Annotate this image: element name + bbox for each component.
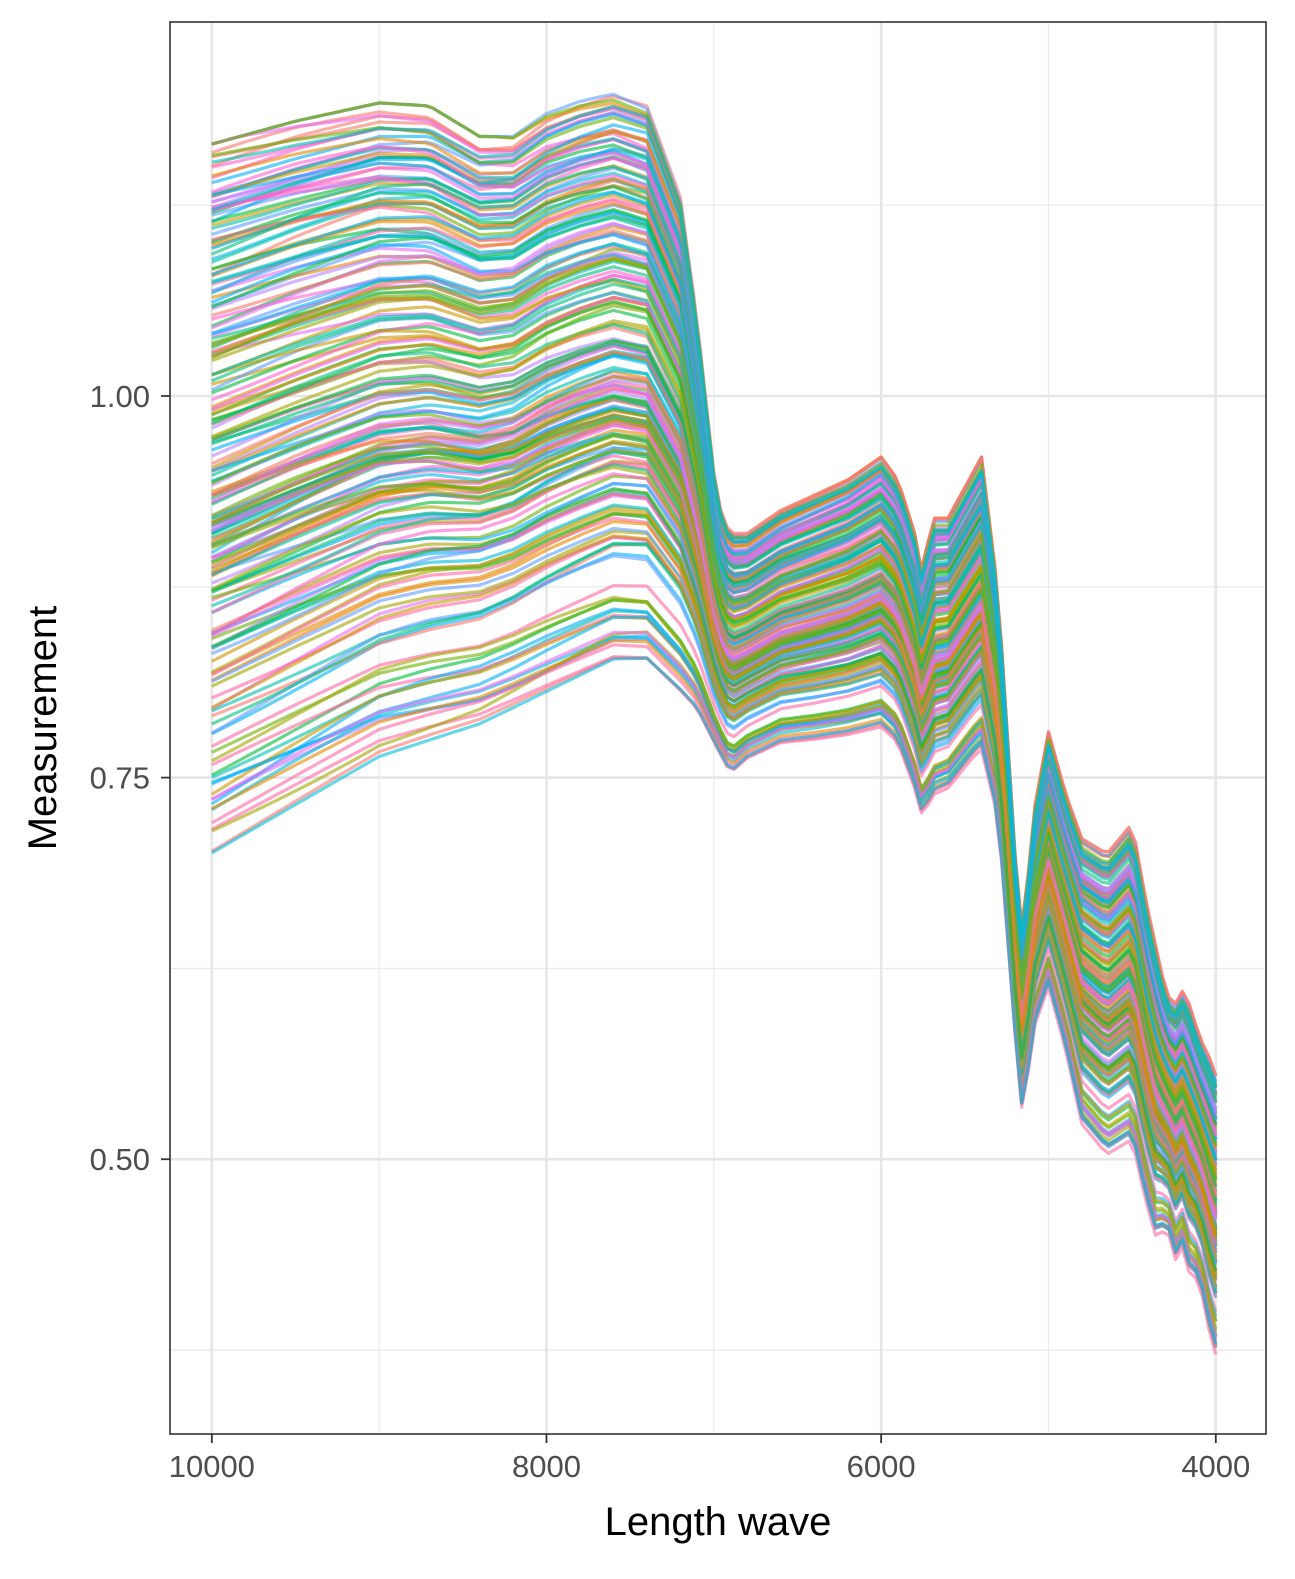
series-line (211, 534, 1218, 1288)
series-line (211, 409, 1218, 1237)
x-tick-label: 4000 (1181, 1449, 1250, 1484)
series-line (211, 319, 1218, 1179)
axes: 10000 8000 6000 4000 0.50 0.75 1.00 (90, 379, 1251, 1484)
series-line (211, 190, 1218, 1121)
x-tick-label: 6000 (847, 1449, 916, 1484)
x-tick-label: 10000 (169, 1449, 255, 1484)
y-tick-label: 0.75 (90, 761, 150, 796)
series-lines (210, 92, 1218, 1355)
series-line (210, 656, 1218, 1344)
y-tick-label: 1.00 (90, 379, 150, 414)
series-line (211, 216, 1218, 1145)
plot-panel-border (169, 21, 1267, 1435)
x-axis-label: Length wave (605, 1500, 832, 1544)
series-line (211, 595, 1218, 1330)
series-line (211, 258, 1218, 1148)
series-line (211, 440, 1218, 1240)
series-line (211, 148, 1218, 1095)
series-line (211, 374, 1218, 1213)
y-axis-label: Measurement (21, 606, 65, 851)
y-tick-label: 0.50 (90, 1142, 150, 1177)
series-line (211, 277, 1218, 1162)
series-line (211, 584, 1218, 1313)
x-tick-label: 8000 (512, 1449, 581, 1484)
series-line (211, 630, 1218, 1337)
series-line (211, 487, 1218, 1272)
